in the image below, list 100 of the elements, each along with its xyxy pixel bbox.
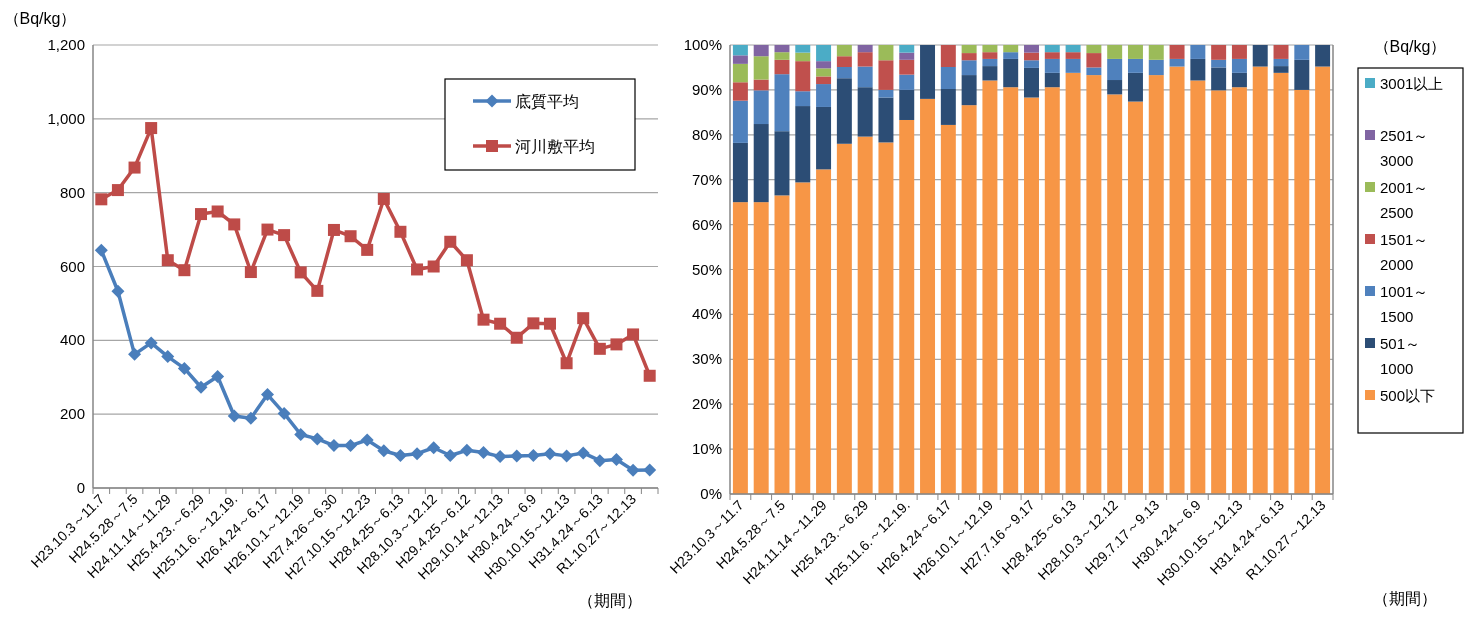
point xyxy=(411,263,424,276)
bar xyxy=(982,45,998,53)
bar xyxy=(1024,97,1039,494)
bar xyxy=(878,45,894,61)
bar xyxy=(1065,72,1081,494)
bar xyxy=(961,60,977,76)
y-tick-label: 400 xyxy=(59,331,85,349)
bar xyxy=(961,45,977,54)
bar xyxy=(1169,45,1185,59)
bar xyxy=(857,136,873,494)
bar xyxy=(1044,45,1060,53)
y-tick-label: 800 xyxy=(59,183,85,201)
bar xyxy=(732,100,748,143)
y-tick-label: 100% xyxy=(683,36,722,53)
bar xyxy=(899,119,915,494)
bar xyxy=(1003,52,1019,59)
bar xyxy=(732,45,748,56)
point xyxy=(477,446,491,460)
point xyxy=(543,317,556,330)
bar xyxy=(1294,45,1310,60)
bar xyxy=(961,105,977,494)
point xyxy=(95,193,108,206)
bar xyxy=(1044,52,1060,59)
point xyxy=(145,122,158,135)
y-tick-label: 70% xyxy=(691,170,722,188)
bar xyxy=(1211,67,1227,91)
bar xyxy=(1024,45,1039,53)
bar xyxy=(753,202,769,494)
point xyxy=(244,266,257,279)
bar xyxy=(732,142,748,203)
bar xyxy=(940,67,956,89)
bar xyxy=(1231,87,1247,494)
bar xyxy=(1086,45,1102,54)
point xyxy=(477,313,490,326)
bar xyxy=(795,61,811,92)
point xyxy=(576,446,590,460)
bar xyxy=(1211,59,1227,68)
x-axis-title: （期間） xyxy=(578,592,642,609)
bar xyxy=(774,59,790,75)
bar xyxy=(1086,75,1102,494)
bar xyxy=(1065,52,1081,59)
bar xyxy=(795,182,811,494)
bar xyxy=(920,98,936,494)
bar xyxy=(732,63,748,83)
point xyxy=(443,449,457,463)
bar xyxy=(899,74,915,90)
point xyxy=(260,388,274,402)
point xyxy=(194,380,208,394)
bar xyxy=(1211,90,1227,494)
y-tick-label: 1,000 xyxy=(47,109,85,127)
bar xyxy=(836,56,852,67)
bar xyxy=(753,45,769,57)
point xyxy=(177,361,191,375)
bar xyxy=(836,67,852,79)
point xyxy=(311,284,324,297)
bar xyxy=(753,124,769,203)
bar xyxy=(795,106,811,183)
bar xyxy=(1107,80,1123,95)
y-tick-label: 200 xyxy=(59,405,85,423)
bar xyxy=(1086,67,1102,76)
point xyxy=(277,406,291,420)
y-tick-label: 60% xyxy=(691,215,722,233)
point xyxy=(427,441,441,455)
point xyxy=(161,350,175,364)
bar xyxy=(1003,58,1019,88)
bar xyxy=(857,87,873,137)
bar xyxy=(795,52,811,62)
y-tick-label: 80% xyxy=(691,125,722,143)
point xyxy=(643,463,657,477)
point xyxy=(178,264,191,277)
bar xyxy=(878,142,894,494)
bar xyxy=(961,53,977,61)
bar xyxy=(774,74,790,132)
point xyxy=(211,205,224,218)
bar xyxy=(1294,89,1310,494)
bar xyxy=(1107,94,1123,494)
bar xyxy=(816,68,832,77)
y-tick-label: 0% xyxy=(700,485,722,502)
bar xyxy=(1024,52,1039,61)
bar xyxy=(1086,53,1102,68)
legend-label: 3001以上 xyxy=(1380,75,1444,92)
legend-label: 2001～2500 xyxy=(1380,179,1429,221)
point xyxy=(493,450,507,464)
point xyxy=(543,447,557,461)
point xyxy=(494,317,507,330)
bar xyxy=(816,45,832,62)
point xyxy=(394,225,407,238)
point xyxy=(444,235,457,248)
bar xyxy=(1107,58,1123,81)
bar xyxy=(1148,59,1164,76)
bar xyxy=(753,56,769,80)
point xyxy=(344,439,358,453)
point xyxy=(211,370,225,384)
point xyxy=(111,184,124,197)
legend-label: 2501～3000 xyxy=(1380,127,1429,169)
bar xyxy=(857,52,873,67)
bar xyxy=(878,89,894,98)
point xyxy=(377,192,390,205)
bar xyxy=(774,131,790,196)
y-axis-title: （Bq/kg） xyxy=(3,10,77,27)
